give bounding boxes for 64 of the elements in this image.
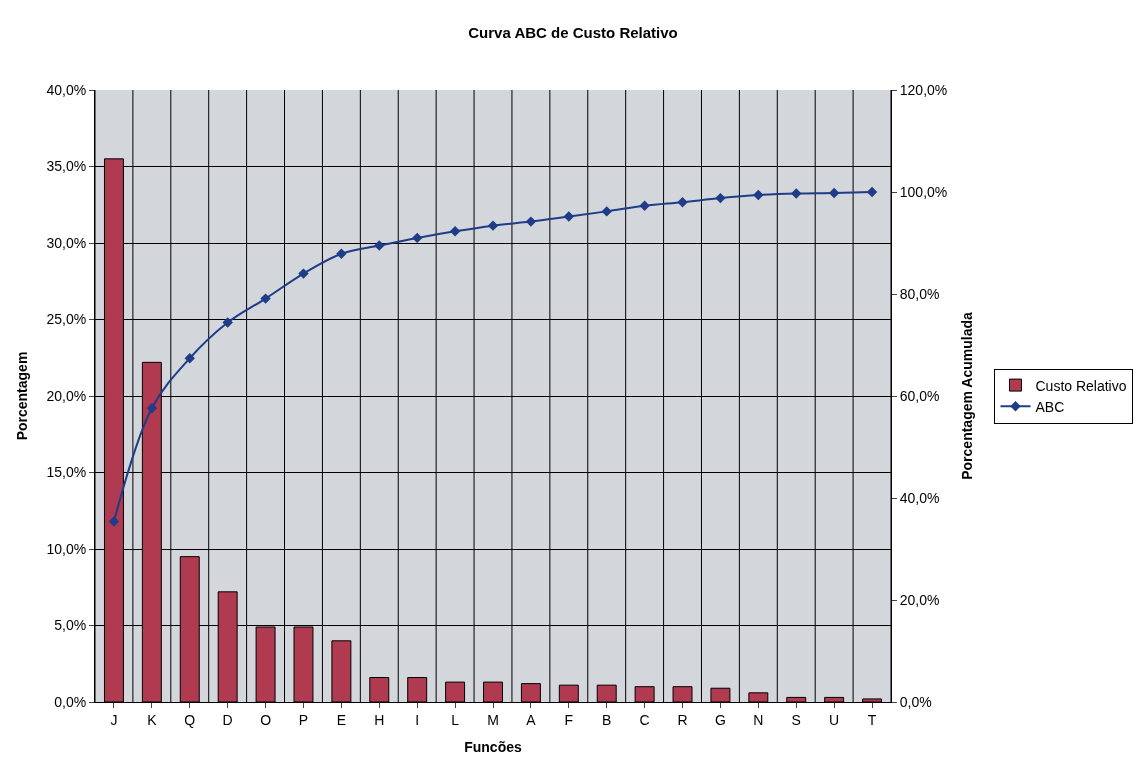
x-tick-label: I (415, 711, 420, 728)
x-tick-label: M (487, 711, 499, 728)
y2-axis-title: Porcentagem Acumulada (958, 312, 975, 480)
point (791, 188, 802, 199)
legend-label: Custo Relativo (1035, 377, 1127, 394)
x-tick-label: N (753, 711, 764, 728)
x-tick-label: O (260, 711, 272, 728)
x-tick-label: C (639, 711, 650, 728)
y2-tick-label: 60,0% (899, 387, 940, 404)
point (411, 232, 423, 244)
x-tick-label: A (526, 711, 537, 728)
point (298, 268, 309, 279)
y-tick-label: 10,0% (46, 540, 87, 557)
x-axis-title: Funcões (464, 739, 522, 756)
point (525, 216, 537, 227)
point (374, 240, 385, 251)
y2-tick-label: 120,0% (899, 81, 948, 98)
y-tick-label: 20,0% (46, 387, 87, 404)
y2-tick-label: 100,0% (899, 183, 948, 200)
x-tick-label: P (298, 711, 309, 728)
y2-tick-label: 40,0% (899, 489, 940, 506)
point (336, 248, 347, 259)
point (449, 226, 461, 237)
y2-tick-label: 80,0% (899, 285, 940, 302)
x-tick-label: J (110, 711, 118, 728)
x-tick-label: T (867, 711, 877, 728)
chart-title: Curva ABC de Custo Relativo (468, 23, 678, 41)
point (601, 206, 612, 217)
y-tick-label: 5,0% (54, 617, 87, 634)
x-tick-label: G (714, 711, 726, 728)
point (753, 189, 764, 201)
point (146, 403, 158, 414)
legend-label: ABC (1035, 398, 1065, 415)
y2-tick-label: 0,0% (899, 693, 932, 710)
y-tick-label: 40,0% (46, 81, 87, 98)
x-tick-label: R (677, 711, 688, 728)
point (487, 220, 499, 231)
x-tick-label: B (602, 711, 612, 728)
point (260, 293, 271, 304)
x-tick-label: L (451, 711, 460, 728)
x-tick-label: H (374, 711, 385, 728)
x-tick-label: K (147, 711, 158, 728)
point (563, 211, 575, 222)
y-tick-label: 25,0% (46, 311, 87, 328)
point (222, 317, 233, 328)
point (677, 197, 688, 208)
x-tick-label: Q (184, 711, 196, 728)
x-tick-label: U (829, 711, 840, 728)
x-tick-label: F (564, 711, 574, 728)
y-tick-label: 30,0% (46, 234, 87, 251)
y2-tick-label: 20,0% (899, 591, 940, 608)
point (184, 353, 195, 364)
y-axis-title: Porcentagem (14, 351, 31, 441)
x-tick-label: E (336, 711, 347, 728)
point (108, 516, 120, 527)
point (639, 200, 650, 211)
point (715, 192, 726, 204)
x-tick-label: D (222, 711, 233, 728)
point (828, 187, 840, 199)
y-tick-label: 0,0% (54, 693, 87, 710)
y-tick-label: 15,0% (46, 464, 87, 481)
y-tick-label: 35,0% (46, 158, 87, 175)
x-tick-label: S (791, 711, 801, 728)
point (866, 186, 878, 198)
